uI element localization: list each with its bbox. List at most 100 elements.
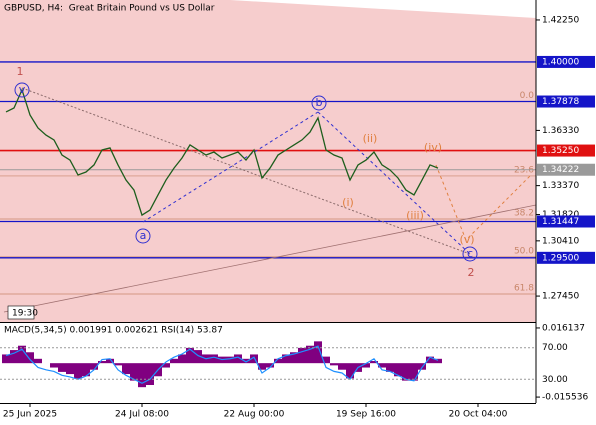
level-label: 1.31447 <box>542 217 579 227</box>
macd-bar <box>10 350 18 364</box>
macd-bar <box>138 363 146 388</box>
macd-bar <box>74 363 82 379</box>
trend-line <box>317 111 471 255</box>
level-label: 1.40000 <box>542 57 579 67</box>
macd-bar <box>306 345 314 364</box>
macd-bar <box>234 354 242 364</box>
macd-bar <box>50 363 58 368</box>
fib-label: 61.8 <box>514 284 534 294</box>
macd-bar <box>98 360 106 364</box>
macd-bar <box>370 360 378 364</box>
wave-label: b <box>316 96 323 109</box>
macd-bar <box>34 358 42 364</box>
macd-bar <box>322 356 330 364</box>
wave-label: c <box>467 247 473 260</box>
wave-circle <box>462 246 478 262</box>
level-label: 1.29500 <box>542 253 579 263</box>
trend-lines <box>3 87 537 313</box>
macd-bar <box>386 363 394 372</box>
macd-bar <box>106 358 114 364</box>
wave-label: v <box>19 83 26 96</box>
wave-circle <box>135 228 151 244</box>
wave-circle <box>14 82 30 98</box>
fib-label: 38.2 <box>514 209 534 219</box>
macd-bar <box>114 363 122 366</box>
macd-bar <box>26 352 34 364</box>
macd-bar <box>434 358 442 364</box>
macd-bar <box>330 363 338 366</box>
level-tag <box>537 55 595 68</box>
y-tick-label: 1.33370 <box>542 181 579 191</box>
level-tag <box>537 163 595 176</box>
wave-label: a <box>140 229 147 242</box>
plot <box>5 88 439 217</box>
macd-bar <box>130 363 138 381</box>
x-tick-label: 22 Aug 00:00 <box>224 410 285 420</box>
macd-bar <box>338 363 346 370</box>
macd-bar <box>162 363 170 368</box>
macd-bar <box>58 363 66 372</box>
macd-bar <box>186 347 194 364</box>
level-label: 1.35250 <box>542 146 579 156</box>
macd-bar <box>346 363 354 379</box>
macd-bar <box>90 363 98 370</box>
time-label: 19:30 <box>12 309 38 319</box>
level-tag <box>537 251 595 264</box>
fib-label: 50.0 <box>514 246 534 256</box>
wave-label: (v) <box>459 233 474 246</box>
projection-line <box>435 164 531 241</box>
fib-label: 0.0 <box>520 91 535 101</box>
x-tick-label: 19 Sep 16:00 <box>336 410 396 420</box>
macd-bar <box>378 363 386 368</box>
macd-bar <box>418 363 426 370</box>
macd-bar <box>298 347 306 364</box>
macd-bar <box>266 363 274 368</box>
macd-bar <box>290 352 298 364</box>
macd-bar <box>66 363 74 375</box>
price-line <box>5 88 439 217</box>
macd-bar <box>178 354 186 364</box>
y-tick-label: 1.42250 <box>542 15 579 25</box>
indicator-title: MACD(5,34,5) 0.001991 0.002621 RSI(14) 5… <box>4 326 223 336</box>
y-tick-label: -0.015536 <box>542 393 588 403</box>
level-label: 1.34222 <box>542 165 579 175</box>
macd-bar <box>314 341 322 364</box>
macd-bar <box>2 354 10 364</box>
wave-label: 1 <box>17 65 24 78</box>
chart-title: GBPUSD, H4: Great Britain Pound vs US Do… <box>4 4 215 14</box>
macd-bar <box>210 354 218 364</box>
macd-bar <box>226 356 234 364</box>
y-tick-label: 1.31820 <box>542 210 579 220</box>
macd-bar <box>410 363 418 381</box>
macd-bar <box>18 345 26 364</box>
wave-label: (ii) <box>363 132 378 145</box>
macd-bar <box>282 354 290 364</box>
y-tick-label: 30.00 <box>542 375 568 385</box>
trend-line <box>3 204 537 313</box>
y-tick-label: 0.016137 <box>542 323 585 333</box>
x-tick-label: 24 Jul 08:00 <box>115 410 169 420</box>
macd-bar <box>242 358 250 364</box>
trend-line <box>142 111 319 223</box>
wave-circle <box>311 95 327 111</box>
wave-label: 2 <box>468 266 475 279</box>
background-wedge <box>230 0 536 18</box>
level-label: 1.37878 <box>542 97 579 107</box>
macd-bar <box>362 363 370 368</box>
macd-bar <box>274 358 282 364</box>
y-tick-label: 1.30410 <box>542 236 579 246</box>
x-tick-label: 20 Oct 04:00 <box>449 410 508 420</box>
level-tag <box>537 95 595 108</box>
macd-bar <box>194 350 202 364</box>
macd-bar <box>258 363 266 370</box>
x-tick-label: 25 Jun 2025 <box>3 410 57 420</box>
level-tag <box>537 144 595 157</box>
macd-bar <box>426 356 434 364</box>
y-tick-label: 1.36330 <box>542 126 579 136</box>
macd-bar <box>250 354 258 364</box>
wave-label: (iii) <box>406 209 424 222</box>
y-tick-label: 1.27450 <box>542 292 579 302</box>
macd-bar <box>394 363 402 377</box>
macd-bar <box>402 363 410 381</box>
